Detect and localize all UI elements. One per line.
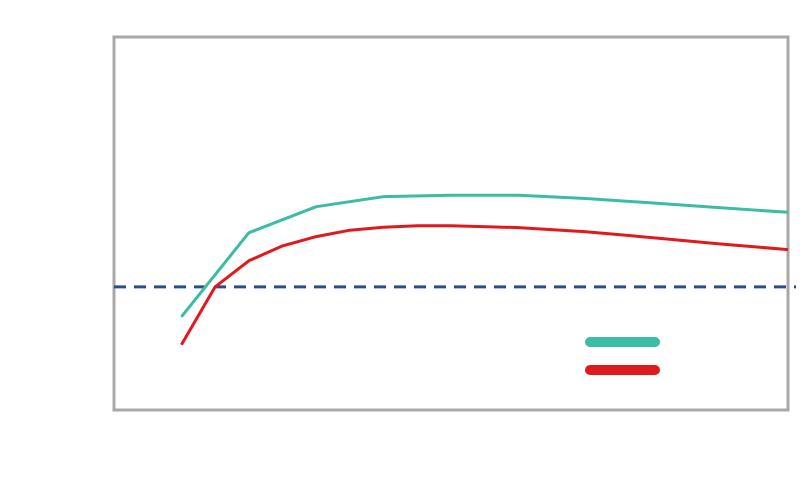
- legend: [585, 337, 660, 375]
- series-layer: [114, 193, 796, 346]
- series-line-2: [180, 224, 789, 346]
- series-line-1: [180, 193, 789, 318]
- plot-frame: [112, 35, 790, 412]
